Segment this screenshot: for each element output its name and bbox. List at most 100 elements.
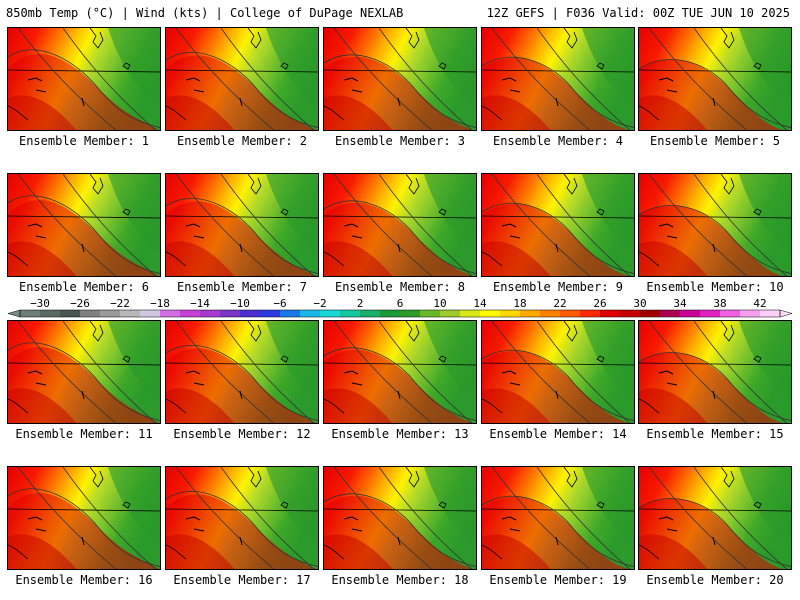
colorbar-tick-label: −18 [150, 297, 170, 310]
ensemble-member-map [481, 173, 635, 277]
colorbar-tick-label: −6 [273, 297, 286, 310]
colorbar-swatch [360, 310, 381, 317]
colorbar-tick-label: −2 [313, 297, 326, 310]
ensemble-member-map [638, 27, 792, 131]
ensemble-member-label: Ensemble Member: 10 [646, 280, 784, 294]
colorbar-swatch [660, 310, 681, 317]
colorbar-swatch [80, 310, 101, 317]
ensemble-member-label: Ensemble Member: 9 [492, 280, 624, 294]
colorbar-swatch [600, 310, 621, 317]
colorbar-swatch [380, 310, 401, 317]
colorbar-swatch [240, 310, 261, 317]
colorbar-swatch [20, 310, 41, 317]
ensemble-member-map [481, 466, 635, 570]
colorbar-tick-label: −10 [230, 297, 250, 310]
colorbar-swatch [260, 310, 281, 317]
colorbar-swatch [60, 310, 81, 317]
ensemble-member-label: Ensemble Member: 13 [331, 427, 469, 441]
ensemble-member-label: Ensemble Member: 20 [646, 573, 784, 587]
ensemble-member-label: Ensemble Member: 3 [334, 134, 466, 148]
colorbar-swatch [760, 310, 781, 317]
colorbar-swatch [540, 310, 561, 317]
colorbar-tick-label: 6 [397, 297, 404, 310]
ensemble-member-map [323, 320, 477, 424]
colorbar-tick-label: 14 [473, 297, 487, 310]
colorbar-swatch [560, 310, 581, 317]
colorbar-swatch [480, 310, 501, 317]
colorbar-swatch [460, 310, 481, 317]
colorbar-tick-label: 22 [553, 297, 566, 310]
colorbar-swatch [100, 310, 121, 317]
ensemble-member-label: Ensemble Member: 12 [173, 427, 311, 441]
ensemble-member-label: Ensemble Member: 16 [15, 573, 153, 587]
ensemble-member-label: Ensemble Member: 7 [176, 280, 308, 294]
colorbar-tick-label: 34 [673, 297, 687, 310]
ensemble-member-map [7, 320, 161, 424]
temperature-colorbar: −30 −26 −22 −18 −14 −10 −6 −2 2 6 10 14 18 22 26 30 34 38… [7, 297, 793, 318]
colorbar-tick-label: 10 [433, 297, 446, 310]
ensemble-member-map [638, 466, 792, 570]
ensemble-member-map [323, 27, 477, 131]
ensemble-member-label: Ensemble Member: 5 [649, 134, 781, 148]
colorbar-left-arrow [7, 309, 21, 318]
colorbar-tick-label: 30 [633, 297, 646, 310]
colorbar-swatch [640, 310, 661, 317]
ensemble-member-label: Ensemble Member: 8 [334, 280, 466, 294]
colorbar-swatch [700, 310, 721, 317]
colorbar-tick-label: 26 [593, 297, 606, 310]
colorbar-tick-label: 2 [357, 297, 364, 310]
ensemble-member-map [638, 173, 792, 277]
colorbar-swatch [620, 310, 641, 317]
ensemble-member-map [323, 173, 477, 277]
colorbar-swatch [280, 310, 301, 317]
ensemble-member-label: Ensemble Member: 19 [489, 573, 627, 587]
ensemble-member-map [481, 27, 635, 131]
colorbar-swatch [180, 310, 201, 317]
model-valid-time: 12Z GEFS | F036 Valid: 00Z TUE JUN 10 20… [486, 6, 790, 20]
colorbar-tick-label: −22 [110, 297, 130, 310]
ensemble-member-label: Ensemble Member: 14 [489, 427, 627, 441]
ensemble-member-map [638, 320, 792, 424]
ensemble-member-label: Ensemble Member: 11 [15, 427, 153, 441]
ensemble-member-label: Ensemble Member: 1 [18, 134, 150, 148]
ensemble-member-map [165, 466, 319, 570]
ensemble-member-map [481, 320, 635, 424]
ensemble-member-label: Ensemble Member: 4 [492, 134, 624, 148]
colorbar-tick-label: 18 [513, 297, 526, 310]
ensemble-member-label: Ensemble Member: 15 [646, 427, 784, 441]
colorbar-swatch [120, 310, 141, 317]
colorbar-swatch [140, 310, 161, 317]
colorbar-swatch [580, 310, 601, 317]
colorbar-right-arrow [779, 309, 793, 318]
ensemble-member-map [7, 173, 161, 277]
colorbar-swatch [320, 310, 341, 317]
colorbar-tick-label: −14 [190, 297, 210, 310]
colorbar-swatch [340, 310, 361, 317]
colorbar-swatch [740, 310, 761, 317]
colorbar-tick-label: −30 [30, 297, 50, 310]
ensemble-member-label: Ensemble Member: 2 [176, 134, 308, 148]
map-title: 850mb Temp (°C) | Wind (kts) | College o… [6, 6, 404, 20]
colorbar-tick-label: −26 [70, 297, 90, 310]
colorbar-swatch [500, 310, 521, 317]
ensemble-member-map [7, 466, 161, 570]
ensemble-member-map [7, 27, 161, 131]
colorbar-swatch [680, 310, 701, 317]
ensemble-member-label: Ensemble Member: 17 [173, 573, 311, 587]
ensemble-member-label: Ensemble Member: 18 [331, 573, 469, 587]
colorbar-tick-label: 38 [713, 297, 726, 310]
ensemble-member-map [165, 173, 319, 277]
colorbar-swatch [720, 310, 741, 317]
ensemble-member-map [323, 466, 477, 570]
colorbar-swatch [300, 310, 321, 317]
colorbar-swatch [220, 310, 241, 317]
colorbar-swatch [420, 310, 441, 317]
ensemble-member-label: Ensemble Member: 6 [18, 280, 150, 294]
ensemble-member-map [165, 320, 319, 424]
colorbar-swatch [440, 310, 461, 317]
ensemble-member-map [165, 27, 319, 131]
colorbar-tick-label: 42 [753, 297, 766, 310]
colorbar-swatch [160, 310, 181, 317]
colorbar-swatch [40, 310, 61, 317]
colorbar-swatch [200, 310, 221, 317]
